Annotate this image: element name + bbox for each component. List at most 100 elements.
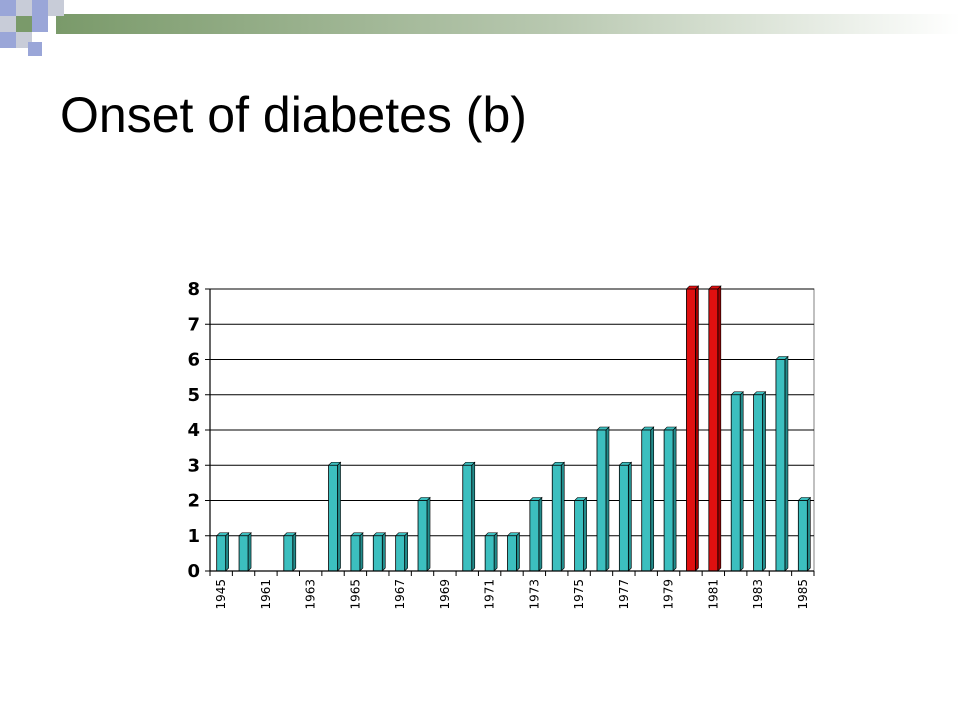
bar-side [359,532,364,572]
bar-front [350,535,361,572]
deco-square-gray-3 [0,16,16,32]
bar [283,532,297,572]
x-tick-label: 1977 [617,579,631,610]
x-tick-label: 1965 [348,579,362,610]
x-tick-label: 1963 [304,579,318,610]
bar-front [574,500,585,572]
bar-front [641,429,652,572]
highlighted-bar [708,285,722,572]
bar [394,532,409,572]
bar [640,426,655,572]
x-tick-label: 1979 [662,579,676,610]
deco-square-green-1 [16,16,32,32]
bar [484,532,498,572]
bar-side [650,426,655,572]
bar [596,426,610,572]
bar-front [596,429,607,572]
bar-side [695,285,699,572]
y-axis-ticks: 0 1 2 3 4 5 6 7 8 [187,279,210,582]
x-tick-label: 1961 [259,579,273,610]
deco-square-blue-4 [0,32,16,48]
chart-axes [209,289,814,572]
bar-side [628,461,632,572]
bar [417,496,431,572]
bar-side [560,461,565,572]
bar-side [784,355,789,572]
bar [238,532,252,572]
y-tick-label: 7 [187,314,200,335]
bar-side [583,496,587,572]
bar-side [739,391,744,572]
bar-side [404,532,408,572]
deco-square-gray-2 [48,0,64,16]
x-tick-label: 1983 [751,579,765,610]
bar-side [605,426,610,572]
bar-front [328,464,338,572]
x-tick-label: 1969 [438,579,452,610]
highlighted-bar [685,285,700,572]
bar [215,532,230,572]
bar-front [462,464,473,572]
x-tick-label: 1971 [483,579,497,610]
bar [730,391,744,572]
bar-front [529,500,540,572]
bar-side [717,285,722,572]
bar-front [372,535,383,572]
bar-side [672,426,677,572]
y-tick-label: 8 [187,279,200,300]
deco-square-gray-1 [16,0,32,16]
bar-side [471,461,476,572]
bar-side [337,461,341,572]
y-tick-label: 2 [187,491,200,512]
bar-front [753,394,763,572]
bar-side [762,391,766,572]
bar-front [283,535,294,572]
bar [663,426,677,572]
x-tick-label: 1945 [214,579,228,610]
bar-side [225,532,229,572]
x-tick-label: 1967 [393,579,407,610]
bar-side [807,496,811,572]
y-tick-label: 4 [187,420,200,441]
bar-side [247,532,252,572]
bar-front [417,500,428,572]
bar [372,532,387,572]
x-axis-ticks: 1945 1961 1963 1965 1967 1969 1971 1973 1975 1977… [209,571,815,610]
bar [350,532,364,572]
bar-side [381,532,386,572]
bar [618,461,633,572]
bar-front [484,535,495,572]
bar-front [216,535,227,572]
bar-side [516,532,520,572]
bar-front [797,500,808,572]
bar [529,496,543,572]
bar-front [708,288,719,572]
y-tick-label: 6 [187,350,200,371]
bar [752,391,767,572]
bar-front [775,359,786,572]
x-tick-label: 1973 [527,579,541,610]
bar-front [551,464,562,572]
slide-title: Onset of diabetes (b) [60,87,527,143]
bar [797,496,812,572]
deco-square-blue-5 [28,42,42,56]
x-tick-label: 1981 [706,579,720,610]
y-tick-label: 0 [187,561,200,582]
bar-front [395,535,406,572]
y-tick-label: 3 [187,455,200,476]
bar-front [730,394,741,572]
deco-square-blue-1 [0,0,16,16]
bar-side [493,532,498,572]
bar-front [618,464,629,572]
bar [775,355,789,572]
deco-square-blue-3 [32,16,48,32]
y-tick-label: 1 [187,526,200,547]
bar [551,461,565,572]
header-decoration [0,0,960,56]
bar-front [507,535,517,572]
bar [506,532,521,572]
bar-front [686,288,696,572]
bar [573,496,588,572]
bar-front [238,535,249,572]
